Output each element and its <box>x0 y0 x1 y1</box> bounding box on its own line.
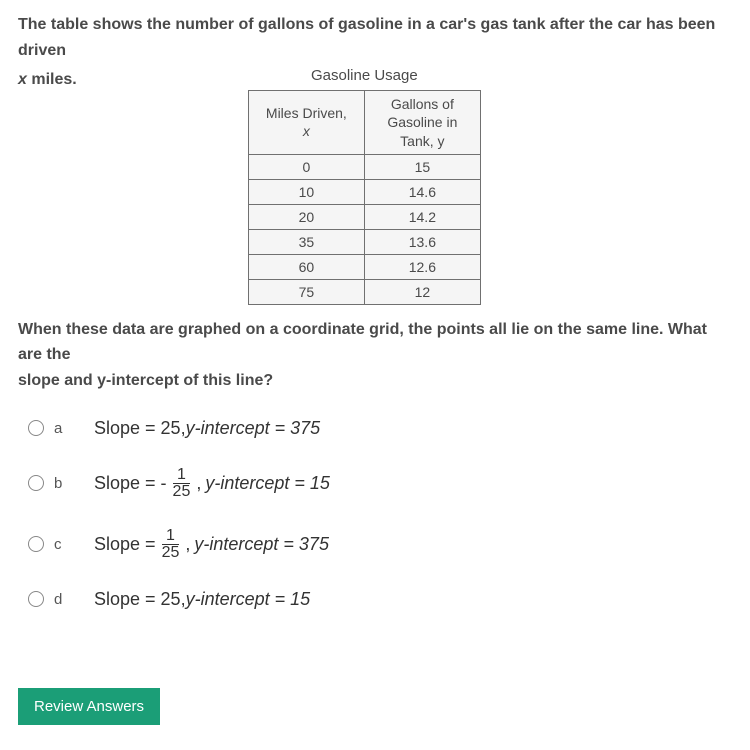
option-text: Slope = 125 , y-intercept = 375 <box>94 528 329 561</box>
review-answers-button[interactable]: Review Answers <box>18 688 160 725</box>
option-text: Slope = 25, y-intercept = 15 <box>94 589 310 610</box>
cell-y: 14.6 <box>364 179 480 204</box>
cell-y: 12 <box>364 279 480 304</box>
cell-x: 35 <box>248 229 364 254</box>
table-header-x: Miles Driven, x <box>248 91 364 155</box>
table-row: 1014.6 <box>248 179 480 204</box>
options-group: a Slope = 25, y-intercept = 375 b Slope … <box>28 418 732 610</box>
cell-y: 13.6 <box>364 229 480 254</box>
option-b[interactable]: b Slope = - 125 , y-intercept = 15 <box>28 467 732 500</box>
cell-y: 12.6 <box>364 254 480 279</box>
cell-x: 75 <box>248 279 364 304</box>
radio-icon <box>28 536 44 552</box>
option-text: Slope = - 125 , y-intercept = 15 <box>94 467 330 500</box>
question-line1: The table shows the number of gallons of… <box>18 12 732 63</box>
question-line2: x miles. <box>18 67 77 93</box>
table-row: 2014.2 <box>248 204 480 229</box>
table-row: 7512 <box>248 279 480 304</box>
cell-x: 20 <box>248 204 364 229</box>
option-label: c <box>54 536 94 553</box>
option-label: b <box>54 475 94 492</box>
option-a[interactable]: a Slope = 25, y-intercept = 375 <box>28 418 732 439</box>
option-d[interactable]: d Slope = 25, y-intercept = 15 <box>28 589 732 610</box>
followup-text: When these data are graphed on a coordin… <box>18 317 732 394</box>
option-text: Slope = 25, y-intercept = 375 <box>94 418 320 439</box>
option-c[interactable]: c Slope = 125 , y-intercept = 375 <box>28 528 732 561</box>
cell-x: 0 <box>248 154 364 179</box>
radio-icon <box>28 591 44 607</box>
table-row: 3513.6 <box>248 229 480 254</box>
radio-icon <box>28 475 44 491</box>
table-row: 015 <box>248 154 480 179</box>
cell-y: 15 <box>364 154 480 179</box>
option-label: d <box>54 591 94 608</box>
option-label: a <box>54 420 94 437</box>
radio-icon <box>28 420 44 436</box>
cell-x: 60 <box>248 254 364 279</box>
table-title: Gasoline Usage <box>311 67 418 84</box>
data-table: Miles Driven, x Gallons of Gasoline in T… <box>248 90 481 305</box>
cell-y: 14.2 <box>364 204 480 229</box>
table-header-y: Gallons of Gasoline in Tank, y <box>364 91 480 155</box>
cell-x: 10 <box>248 179 364 204</box>
table-row: 6012.6 <box>248 254 480 279</box>
